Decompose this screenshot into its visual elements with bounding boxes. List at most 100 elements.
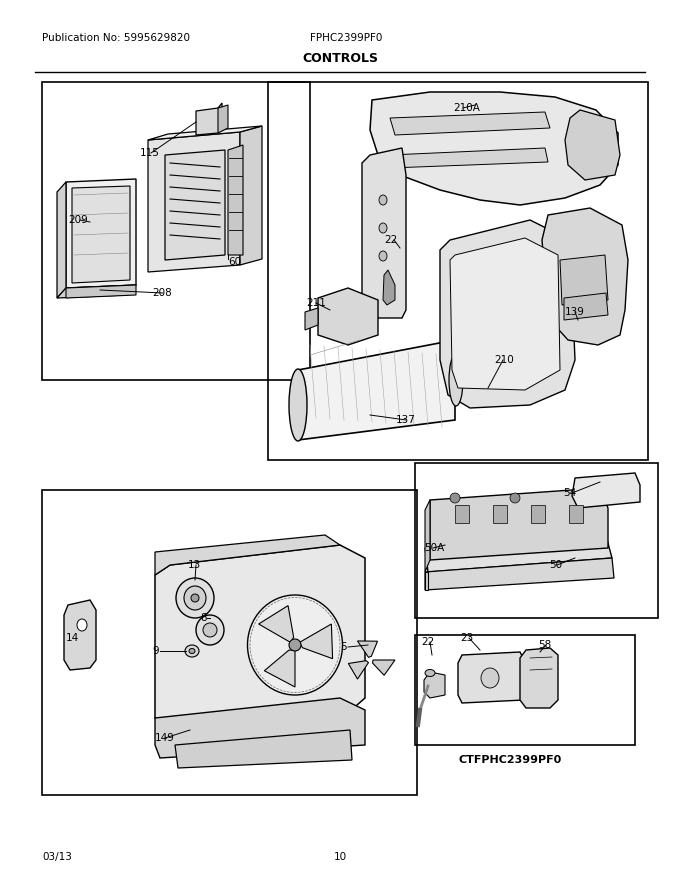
Bar	[569, 505, 583, 523]
Text: 50: 50	[549, 560, 562, 570]
Text: 210: 210	[494, 355, 514, 365]
Ellipse shape	[450, 493, 460, 503]
Polygon shape	[425, 558, 614, 590]
Bar	[42, 82, 310, 380]
Bar	[415, 463, 658, 618]
Polygon shape	[265, 650, 295, 687]
Polygon shape	[299, 624, 333, 659]
Polygon shape	[258, 605, 294, 642]
Text: 139: 139	[565, 307, 585, 317]
Text: 211: 211	[306, 298, 326, 308]
Ellipse shape	[510, 493, 520, 503]
Polygon shape	[390, 112, 550, 135]
Text: 137: 137	[396, 415, 416, 425]
Polygon shape	[66, 179, 136, 288]
Text: 13: 13	[188, 560, 201, 570]
Polygon shape	[196, 103, 222, 135]
Text: 60: 60	[228, 257, 241, 267]
Polygon shape	[318, 288, 378, 345]
Polygon shape	[298, 340, 455, 440]
Polygon shape	[66, 285, 136, 298]
Polygon shape	[362, 148, 406, 318]
Ellipse shape	[289, 369, 307, 441]
Polygon shape	[348, 661, 369, 679]
Polygon shape	[390, 148, 548, 168]
Polygon shape	[155, 545, 365, 730]
Text: 210A: 210A	[453, 103, 480, 113]
Text: 115: 115	[140, 148, 160, 158]
Polygon shape	[64, 600, 96, 670]
Polygon shape	[165, 150, 225, 260]
Polygon shape	[175, 730, 352, 768]
Polygon shape	[458, 652, 524, 703]
Text: 58: 58	[538, 640, 551, 650]
Text: 5: 5	[340, 642, 347, 652]
Bar	[415, 635, 635, 745]
Ellipse shape	[196, 615, 224, 645]
Polygon shape	[425, 572, 428, 590]
Text: 03/13: 03/13	[42, 852, 72, 862]
Text: 8: 8	[200, 613, 207, 623]
Polygon shape	[57, 285, 136, 298]
Text: FPHC2399PF0: FPHC2399PF0	[310, 33, 382, 43]
Ellipse shape	[379, 195, 387, 205]
Ellipse shape	[191, 594, 199, 602]
Text: CTFPHC2399PF0: CTFPHC2399PF0	[458, 755, 562, 765]
Bar	[268, 82, 648, 460]
Ellipse shape	[379, 223, 387, 233]
Bar	[42, 490, 417, 795]
Polygon shape	[425, 500, 430, 572]
Polygon shape	[57, 182, 66, 298]
Polygon shape	[425, 532, 612, 572]
Ellipse shape	[449, 354, 463, 406]
Polygon shape	[565, 110, 620, 180]
Polygon shape	[564, 293, 608, 320]
Polygon shape	[373, 660, 395, 675]
Polygon shape	[155, 535, 340, 575]
Ellipse shape	[248, 595, 343, 695]
Ellipse shape	[185, 645, 199, 657]
Polygon shape	[572, 473, 640, 508]
Polygon shape	[148, 132, 240, 272]
Polygon shape	[430, 488, 608, 560]
Ellipse shape	[425, 670, 435, 677]
Polygon shape	[424, 672, 445, 698]
Polygon shape	[560, 255, 608, 305]
Ellipse shape	[184, 586, 206, 610]
Polygon shape	[240, 126, 262, 265]
Bar	[493, 505, 507, 523]
Polygon shape	[542, 208, 628, 345]
Polygon shape	[440, 220, 575, 408]
Bar	[531, 505, 545, 523]
Text: 22: 22	[421, 637, 435, 647]
Ellipse shape	[77, 619, 87, 631]
Polygon shape	[450, 238, 560, 390]
Ellipse shape	[203, 623, 217, 637]
Text: 54: 54	[563, 488, 576, 498]
Polygon shape	[520, 648, 558, 708]
Polygon shape	[305, 308, 318, 330]
Ellipse shape	[189, 649, 195, 654]
Bar	[455, 505, 469, 523]
Ellipse shape	[481, 668, 499, 688]
Text: 23: 23	[460, 633, 473, 643]
Polygon shape	[228, 145, 243, 255]
Text: CONTROLS: CONTROLS	[302, 52, 378, 64]
Polygon shape	[383, 270, 395, 305]
Text: 10: 10	[333, 852, 347, 862]
Text: 22: 22	[384, 235, 397, 245]
Text: 50A: 50A	[424, 543, 444, 553]
Polygon shape	[218, 105, 228, 133]
Polygon shape	[370, 92, 618, 205]
Ellipse shape	[176, 578, 214, 618]
Text: Publication No: 5995629820: Publication No: 5995629820	[42, 33, 190, 43]
Polygon shape	[358, 641, 377, 657]
Polygon shape	[155, 698, 365, 758]
Ellipse shape	[289, 639, 301, 651]
Text: 149: 149	[155, 733, 175, 743]
Polygon shape	[148, 126, 262, 140]
Text: 14: 14	[66, 633, 80, 643]
Polygon shape	[72, 186, 130, 283]
Text: 9: 9	[152, 646, 158, 656]
Text: 208: 208	[152, 288, 172, 298]
